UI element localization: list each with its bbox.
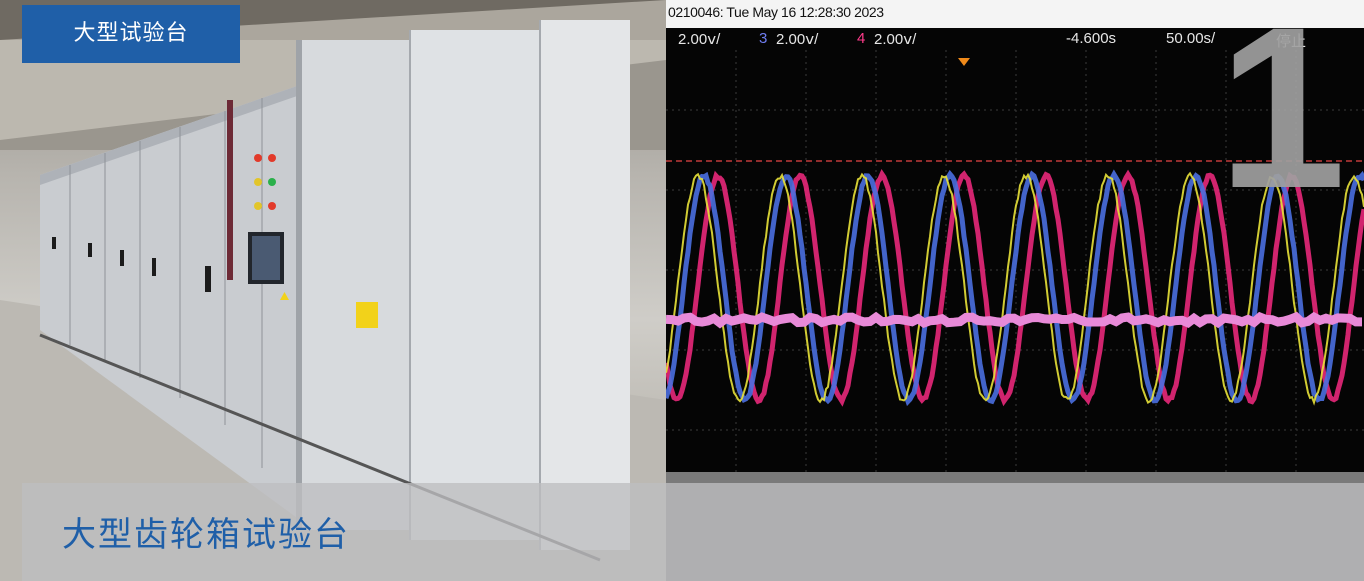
ch4-number: 4 [857, 30, 865, 47]
caption-title: 大型齿轮箱试验台 [62, 507, 350, 556]
trace-channel-2 [666, 317, 1362, 323]
caption-bar: 大型齿轮箱试验台 [22, 483, 1364, 581]
category-tag: 大型试验台 [22, 5, 240, 63]
scope-offset: -4.600s [1066, 30, 1116, 47]
ch4-scale: 2.00ⅴ/ [874, 30, 916, 48]
ch1-scale: 2.00ⅴ/ [678, 30, 720, 48]
ch3-scale: 2.00ⅴ/ [776, 30, 818, 48]
ch3-number: 3 [759, 30, 767, 47]
scope-timebase: 50.00s/ [1166, 30, 1215, 47]
scope-timestamp: 0210046: Tue May 16 12:28:30 2023 [668, 4, 884, 20]
panel-number: 1 [1218, 8, 1346, 208]
